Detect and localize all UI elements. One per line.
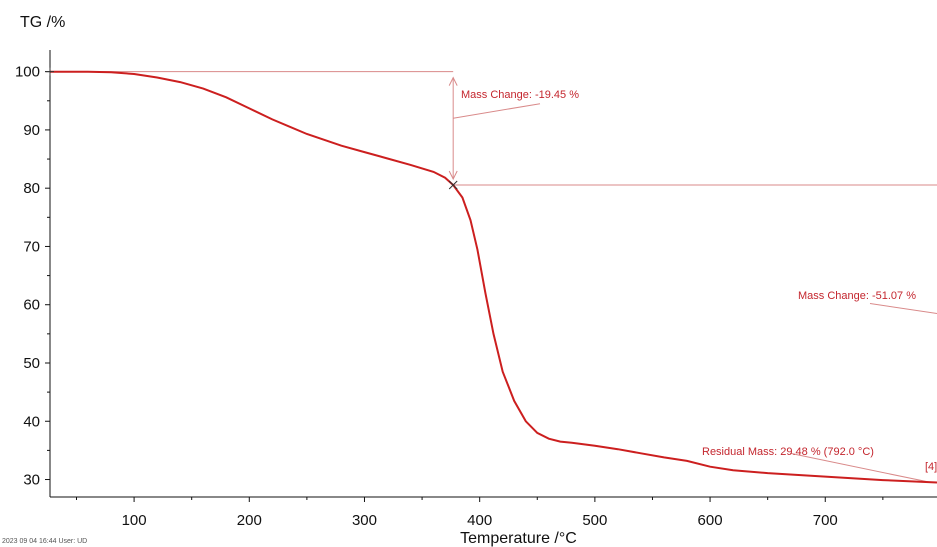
residual-leader <box>789 452 932 484</box>
tg-curve <box>50 70 937 484</box>
y-tick-label: 50 <box>23 355 40 372</box>
x-tick-label: 600 <box>698 512 723 529</box>
x-tick-label: 100 <box>122 512 147 529</box>
step1-end-marker <box>448 180 458 190</box>
x-tick-label: 500 <box>582 512 607 529</box>
x-tick-label: 300 <box>352 512 377 529</box>
start-marker <box>46 67 54 76</box>
step1-arrow-up <box>448 76 458 86</box>
y-tick-label: 90 <box>23 122 40 139</box>
residual-mass-label: Residual Mass: 29.48 % (792.0 °C) <box>702 446 874 458</box>
x-tick-label: 200 <box>237 512 262 529</box>
y-tick-label: 100 <box>15 64 40 81</box>
chart-axes <box>49 50 937 498</box>
x-axis-title: Temperature /°C <box>460 530 577 547</box>
curve-index-label: [4] <box>925 461 937 473</box>
mass-change-guides <box>50 71 937 484</box>
y-tick-label: 30 <box>23 472 40 489</box>
x-tick-label: 700 <box>813 512 838 529</box>
footer-note: 2023 09 04 16:44 User: UD <box>2 538 88 545</box>
step1-arrow-down <box>448 170 458 181</box>
x-tick-label: 400 <box>467 512 492 529</box>
tg-curve-group <box>46 67 937 484</box>
y-tick-label: 70 <box>23 238 40 255</box>
mass-change-1-leader <box>453 103 541 119</box>
annotation-labels: Mass Change: -19.45 % Mass Change: -51.07… <box>461 89 937 473</box>
chart-ticks: 30 40 50 60 70 80 90 100 100 200 300 400 500 600 700 <box>15 64 884 529</box>
mass-change-2-leader <box>869 303 937 314</box>
y-axis-title: TG /% <box>20 14 66 31</box>
mass-change-1-label: Mass Change: -19.45 % <box>461 89 579 101</box>
y-tick-label: 80 <box>23 180 40 197</box>
y-tick-label: 60 <box>23 297 40 314</box>
y-tick-label: 40 <box>23 413 40 430</box>
mass-change-2-label: Mass Change: -51.07 % <box>798 290 916 302</box>
